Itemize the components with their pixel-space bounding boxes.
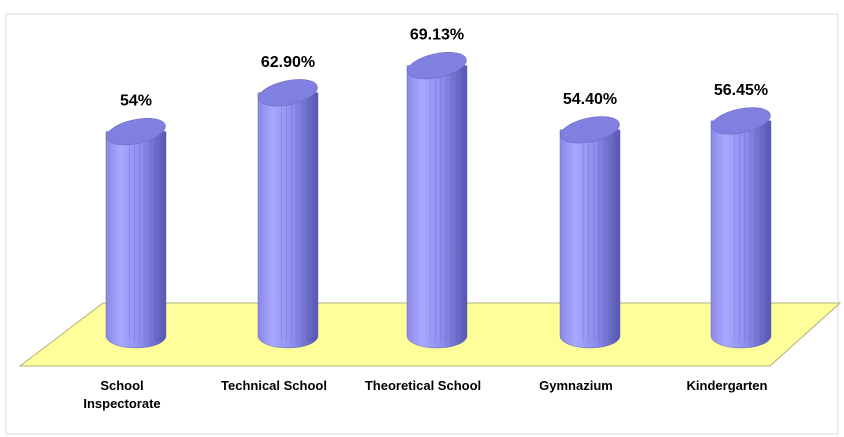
bar	[105, 118, 167, 349]
bar	[559, 116, 621, 349]
cylinder-body	[559, 129, 621, 349]
cylinder-body	[406, 65, 468, 349]
value-label: 54.40%	[563, 91, 617, 108]
value-label: 69.13%	[410, 27, 464, 44]
bar	[406, 52, 468, 349]
category-label: Gymnazium	[539, 378, 613, 393]
cylinder-top	[258, 79, 318, 107]
cylinder-body	[105, 131, 167, 349]
cylinder-top	[560, 116, 620, 144]
category-label: Technical School	[221, 378, 327, 393]
cylinder-top	[711, 107, 771, 135]
bar	[710, 107, 772, 349]
cylinder-top	[106, 118, 166, 146]
category-label: Kindergarten	[686, 378, 768, 393]
cylinder-body	[257, 92, 319, 349]
cylinder-body	[710, 120, 772, 349]
bar	[257, 79, 319, 349]
chart-frame	[5, 13, 839, 435]
value-label: 62.90%	[261, 54, 315, 71]
value-label: 54%	[120, 93, 152, 110]
cylinder-top	[407, 52, 467, 80]
category-label: Theoretical School	[364, 378, 482, 393]
value-label: 56.45%	[714, 82, 768, 99]
category-label: School Inspectorate	[83, 378, 161, 411]
